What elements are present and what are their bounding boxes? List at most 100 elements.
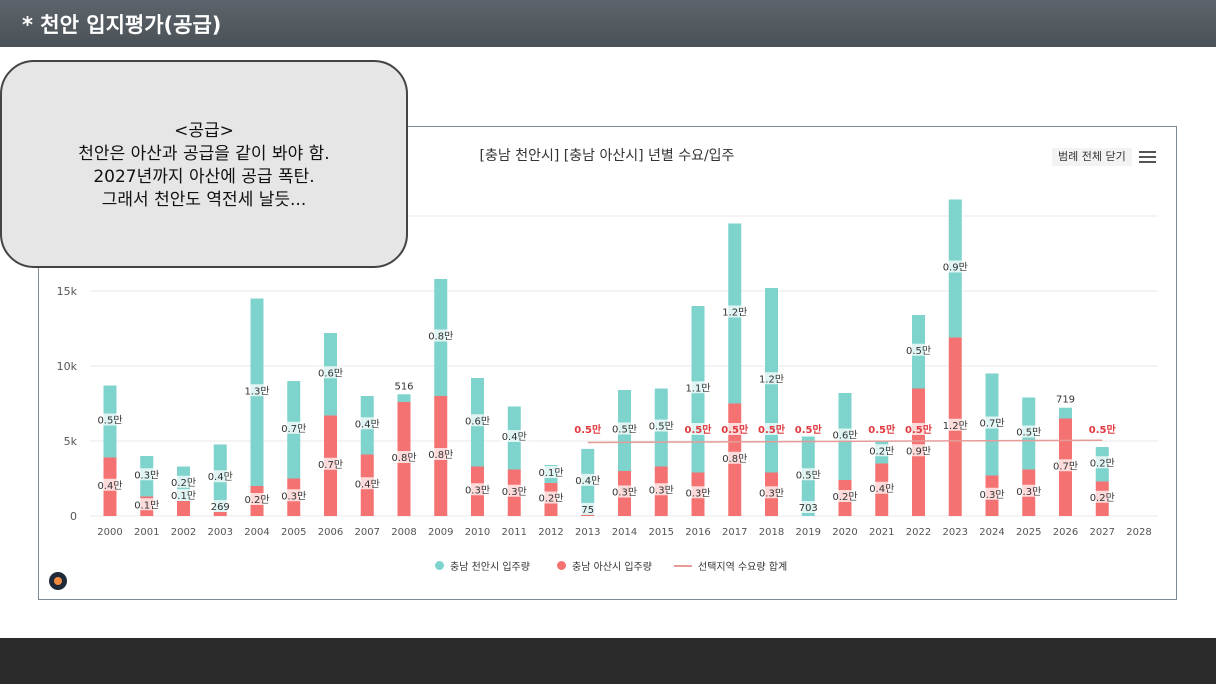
x-tick-label: 2002 [171, 527, 196, 538]
data-label-cheonan-bg [940, 260, 970, 273]
data-label-asan: 0.2만 [244, 494, 269, 506]
data-label-asan: 0.1만 [134, 499, 159, 511]
data-label-extra: 703 [799, 503, 818, 514]
data-label-cheonan: 0.7만 [979, 418, 1004, 430]
data-label-asan: 0.3만 [649, 484, 674, 496]
data-label-cheonan-bg [830, 428, 860, 441]
x-tick-label: 2025 [1016, 527, 1041, 538]
x-tick-label: 2003 [208, 527, 233, 538]
data-label-asan-bg [646, 483, 676, 496]
data-label-cheonan: 0.4만 [502, 431, 527, 443]
x-tick-label: 2024 [979, 527, 1004, 538]
legend-item-demand[interactable]: 선택지역 수요량 합계 [674, 558, 787, 573]
data-label-asan: 0.1만 [171, 490, 196, 502]
data-label-asan: 0.9만 [906, 445, 931, 457]
data-label-asan-bg [830, 490, 860, 502]
bar-asan [177, 501, 190, 516]
data-label-asan: 0.3만 [612, 487, 637, 499]
data-label-asan-bg [279, 489, 309, 502]
demand-line [587, 439, 1103, 444]
bar-cheonan [397, 394, 411, 402]
x-tick-label: 2009 [428, 527, 453, 538]
data-label-cheonan: 0.5만 [906, 345, 931, 357]
data-label-cheonan: 1.1만 [685, 382, 710, 394]
data-label-asan-bg [242, 493, 272, 505]
data-label-asan-bg [1014, 484, 1044, 497]
data-label-demand: 0.5만 [795, 423, 823, 436]
data-label-asan-bg [610, 485, 639, 498]
legend-toggle-button[interactable]: 범례 전체 닫기 [1052, 148, 1132, 166]
data-label-cheonan: 1.2만 [759, 373, 784, 385]
data-label-asan: 0.3만 [1016, 486, 1041, 498]
data-label-asan: 1.2만 [943, 420, 968, 432]
data-label-asan-bg [977, 487, 1007, 500]
legend-label-demand: 선택지역 수요량 합계 [698, 562, 788, 573]
data-label-asan-bg [867, 481, 897, 494]
data-label-cheonan: 1.2만 [722, 307, 747, 319]
data-label-asan-bg [1087, 490, 1117, 503]
data-label-cheonan: 719 [1056, 395, 1075, 406]
data-label-cheonan-bg [132, 468, 162, 481]
x-tick-label: 2012 [538, 527, 563, 538]
note-line-1: <공급> [174, 121, 234, 141]
data-label-asan-bg [316, 457, 345, 470]
data-label-asan: 0.2만 [1090, 492, 1115, 504]
data-label-asan-bg [720, 451, 750, 464]
data-label-asan-bg [463, 483, 492, 496]
data-label-cheonan-bg [499, 430, 529, 442]
note-line-4: 그래서 천안도 역전세 날듯... [101, 190, 307, 210]
x-tick-label: 2008 [391, 527, 416, 538]
note-line-3: 2027년까지 아산에 공급 폭탄. [93, 167, 315, 187]
data-label-cheonan: 0.1만 [538, 467, 563, 479]
data-label-cheonan: 0.6만 [318, 367, 343, 379]
data-label-asan: 269 [211, 502, 230, 513]
data-label-cheonan: 1.3만 [244, 385, 269, 397]
data-label-cheonan-bg [1087, 456, 1117, 469]
x-tick-label: 2026 [1053, 527, 1078, 538]
data-label-cheonan: 0.5만 [649, 421, 674, 433]
data-label-cheonan-bg [426, 329, 456, 342]
y-tick-label: 10k [57, 360, 78, 373]
data-label-asan: 0.8만 [391, 452, 416, 464]
x-tick-label: 2011 [502, 527, 527, 538]
legend-dot-cheonan [435, 561, 444, 570]
data-label-cheonan-bg [463, 414, 492, 427]
data-label-cheonan-bg [205, 470, 235, 483]
data-label-demand: 0.5만 [758, 423, 786, 436]
x-tick-label: 2018 [759, 527, 784, 538]
data-label-asan: 0.3만 [979, 489, 1004, 501]
annotation-callout: <공급> 천안은 아산과 공급을 같이 봐야 함. 2027년까지 아산에 공급… [0, 60, 408, 268]
data-label-cheonan-bg [169, 475, 198, 488]
legend-item-cheonan[interactable]: 충남 천안시 입주량 [435, 558, 530, 573]
data-label-cheonan-bg [683, 381, 713, 394]
data-label-demand: 0.5만 [574, 423, 602, 436]
data-label-demand-bg [867, 423, 897, 435]
data-label-cheonan-bg [867, 444, 897, 457]
legend-label-asan: 충남 아산시 입주량 [572, 562, 652, 573]
data-label-asan: 0.4만 [869, 483, 894, 495]
x-tick-label: 2015 [649, 527, 674, 538]
data-label-asan: 0.3만 [281, 490, 306, 502]
data-label-asan: 0.3만 [465, 484, 490, 496]
data-label-cheonan-bg [352, 417, 382, 430]
data-label-demand: 0.5만 [868, 423, 896, 436]
data-label-cheonan-bg [536, 466, 566, 478]
hamburger-menu-icon[interactable] [1139, 151, 1156, 164]
data-label-demand: 0.5만 [1089, 423, 1117, 436]
data-label-asan-bg [132, 498, 162, 511]
y-tick-label: 0 [70, 510, 77, 523]
data-label-demand: 0.5만 [905, 423, 933, 436]
legend-item-asan[interactable]: 충남 아산시 입주량 [557, 558, 652, 573]
data-label-cheonan: 0.9만 [943, 262, 968, 274]
data-label-cheonan: 0.6만 [832, 430, 857, 442]
x-tick-label: 2004 [244, 527, 269, 538]
data-label-cheonan: 0.4만 [208, 471, 233, 483]
data-label-cheonan: 0.3만 [134, 469, 159, 481]
data-label-asan: 0.2만 [538, 493, 563, 505]
data-label-asan: 0.8만 [428, 449, 453, 461]
data-label-cheonan-bg [904, 343, 933, 356]
data-label-asan-bg [352, 477, 382, 490]
x-tick-label: 2005 [281, 527, 306, 538]
bar-cheonan [1059, 407, 1072, 419]
data-label-cheonan: 0.4만 [575, 475, 600, 487]
